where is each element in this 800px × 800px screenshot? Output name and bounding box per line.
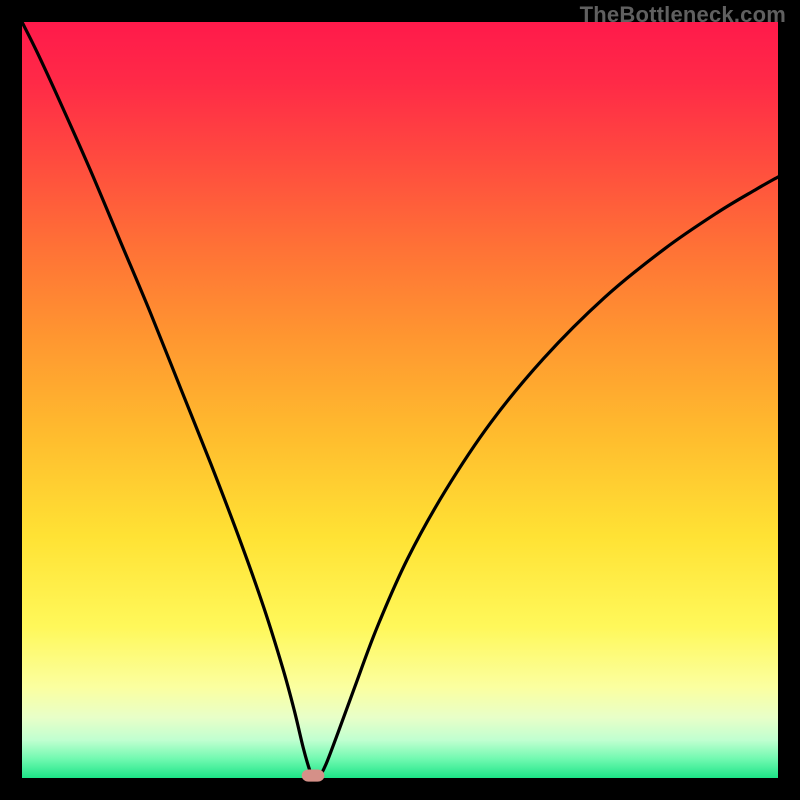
minimum-marker bbox=[302, 770, 325, 782]
bottleneck-chart bbox=[0, 0, 800, 800]
plot-area bbox=[22, 22, 778, 778]
watermark-text: TheBottleneck.com bbox=[580, 2, 786, 28]
